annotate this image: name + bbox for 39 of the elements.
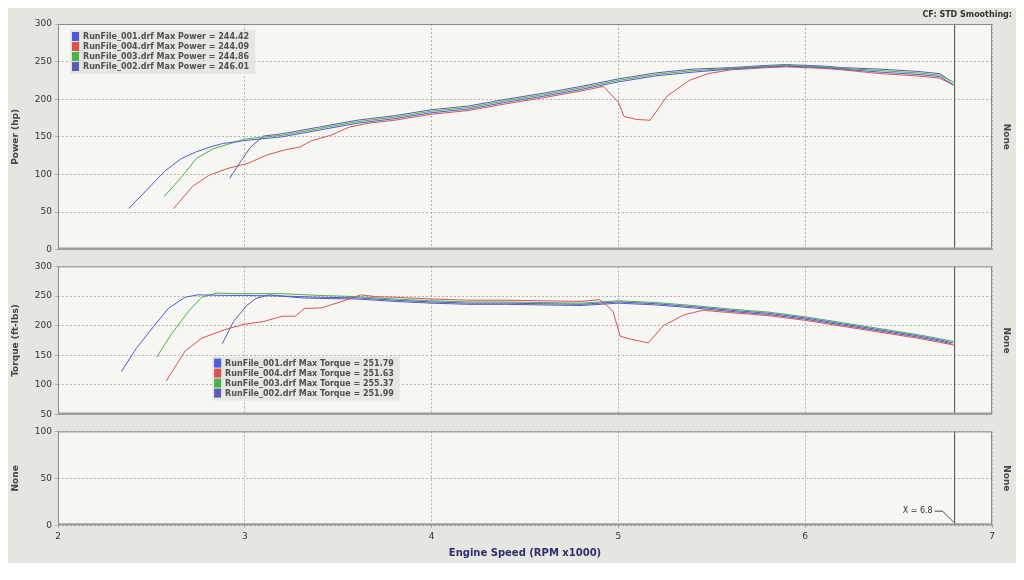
legend-label: RunFile_001.drf Max Torque = 251.79 — [225, 358, 395, 368]
legend-label: RunFile_004.drf Max Torque = 251.63 — [225, 368, 394, 378]
legend-label: RunFile_004.drf Max Power = 244.09 — [83, 42, 250, 52]
legend-label: RunFile_003.drf Max Power = 244.86 — [83, 52, 250, 62]
y-tick-label: 200 — [34, 93, 53, 104]
y-tick-label: 50 — [40, 472, 53, 483]
text: CF: STD Smoothing: — [922, 10, 1012, 20]
x-tick-label: 2 — [55, 530, 61, 541]
y-tick-label: 0 — [46, 243, 53, 254]
y-tick-label: 0 — [46, 519, 53, 530]
legend-label: RunFile_003.drf Max Torque = 255.37 — [225, 378, 394, 388]
y-tick-label: 300 — [34, 18, 53, 29]
x-tick-label: 6 — [802, 530, 809, 541]
y-tick-label: 150 — [34, 131, 53, 142]
x-tick-label: 5 — [615, 530, 622, 541]
ref-line-label: X = 6.8 — [902, 506, 933, 516]
x-tick-label: 4 — [428, 530, 435, 541]
legend-label: RunFile_001.drf Max Power = 244.42 — [83, 32, 250, 42]
y-tick-label: 300 — [34, 260, 53, 271]
x-tick-label: 7 — [989, 530, 995, 541]
legend-label: RunFile_002.drf Max Power = 246.01 — [83, 62, 250, 72]
y-tick-label: 150 — [34, 349, 53, 360]
y-tick-label: 50 — [40, 408, 53, 419]
y2-axis-title: None — [1002, 123, 1013, 150]
y-tick-label: 200 — [34, 320, 53, 331]
y-axis-title: Torque (ft-lbs) — [9, 304, 20, 377]
y-tick-label: 100 — [34, 379, 53, 390]
y2-axis-title: None — [1002, 327, 1013, 354]
y-tick-label: 250 — [34, 290, 53, 301]
x-axis-title: Engine Speed (RPM x1000) — [448, 546, 602, 558]
y-tick-label: 100 — [34, 425, 53, 436]
legend-label: RunFile_002.drf Max Torque = 251.99 — [225, 388, 395, 398]
y-tick-label: 50 — [40, 206, 53, 217]
y2-axis-title: None — [1002, 465, 1013, 492]
y-tick-label: 250 — [34, 55, 53, 66]
y-axis-title: Power (hp) — [9, 108, 20, 165]
x-tick-label: 3 — [241, 530, 248, 541]
y-axis-title: None — [9, 465, 20, 492]
y-tick-label: 100 — [34, 168, 53, 179]
